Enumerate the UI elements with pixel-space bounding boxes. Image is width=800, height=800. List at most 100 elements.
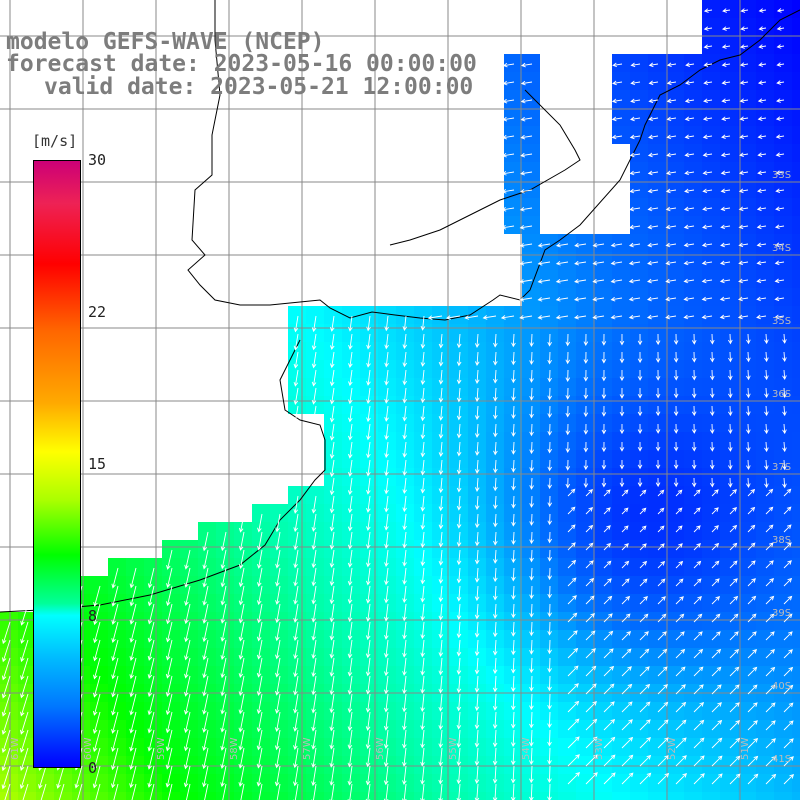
lat-label: 37S [772, 462, 791, 473]
wind-arrow [166, 585, 173, 607]
wind-arrow [537, 242, 551, 248]
wind-cell [162, 738, 180, 756]
wind-arrow [348, 405, 353, 423]
wind-arrow [574, 242, 587, 248]
wind-arrow [529, 621, 534, 637]
wind-arrow [492, 603, 498, 619]
wind-arrow [703, 62, 713, 67]
wind-arrow [464, 315, 479, 320]
wind-cell [0, 666, 18, 684]
wind-cell [648, 432, 666, 450]
wind-arrow [756, 296, 767, 302]
wind-arrow [665, 206, 677, 212]
wind-arrow [547, 387, 552, 401]
wind-cell [144, 630, 162, 648]
wind-arrow [585, 489, 593, 497]
wind-arrow [583, 441, 589, 453]
wind-cell [666, 594, 684, 612]
wind-cell [792, 270, 800, 288]
wind-cell [774, 666, 792, 684]
wind-arrow [438, 405, 444, 421]
wind-cell [666, 774, 684, 792]
wind-cell [738, 288, 756, 306]
wind-cell [360, 648, 378, 666]
wind-arrow [529, 549, 534, 563]
wind-cell [576, 342, 594, 360]
wind-cell [198, 738, 216, 756]
wind-arrow [547, 369, 552, 383]
colorbar-tick-22: 22 [88, 303, 107, 321]
wind-arrow [438, 711, 444, 730]
wind-cell [360, 504, 378, 522]
wind-arrow [657, 631, 667, 641]
wind-cell [702, 450, 720, 468]
wind-arrow [456, 441, 462, 457]
wind-cell [792, 414, 800, 432]
wind-arrow [637, 333, 643, 346]
wind-arrow [275, 621, 281, 642]
wind-arrow [420, 729, 425, 749]
wind-arrow [630, 80, 641, 86]
wind-cell [648, 774, 666, 792]
wind-arrow [657, 560, 666, 569]
wind-arrow [585, 718, 598, 731]
wind-arrow [547, 333, 552, 347]
wind-arrow [311, 495, 317, 514]
wind-cell [612, 504, 630, 522]
wind-cell [648, 486, 666, 504]
wind-arrow [329, 711, 335, 732]
wind-arrow [665, 242, 677, 248]
wind-arrow [493, 369, 498, 384]
wind-arrow [456, 657, 462, 675]
wind-cell [558, 306, 576, 324]
wind-cell [324, 666, 342, 684]
wind-arrow [348, 369, 353, 387]
wind-arrow [537, 315, 551, 320]
wind-cell [450, 558, 468, 576]
wind-arrow [293, 387, 299, 405]
wind-cell [504, 216, 522, 234]
wind-cell [576, 270, 594, 288]
wind-cell [630, 216, 648, 234]
wind-arrow [520, 98, 533, 104]
wind-cell [468, 450, 486, 468]
wind-arrow [639, 701, 651, 713]
wind-arrow [383, 693, 389, 713]
lat-label: 38S [772, 535, 791, 546]
wind-arrow [775, 134, 785, 139]
wind-cell [468, 306, 486, 324]
wind-arrow [673, 423, 679, 434]
wind-cell [594, 486, 612, 504]
wind-cell [702, 522, 720, 540]
wind-cell [324, 720, 342, 738]
wind-arrow [691, 405, 697, 417]
wind-arrow [383, 675, 389, 695]
wind-cell [306, 702, 324, 720]
wind-cell [702, 198, 720, 216]
wind-arrow [585, 542, 594, 551]
wind-arrow [238, 711, 245, 733]
wind-arrow [621, 648, 632, 659]
wind-cell [774, 72, 792, 90]
wind-cell [720, 792, 738, 800]
wind-arrow [547, 477, 553, 490]
wind-arrow [129, 567, 137, 589]
wind-cell [306, 594, 324, 612]
wind-arrow [702, 134, 713, 140]
wind-arrow [783, 595, 793, 605]
wind-cell [612, 234, 630, 252]
wind-cell [198, 630, 216, 648]
wind-cell [486, 702, 504, 720]
wind-arrow [567, 506, 576, 515]
wind-cell [702, 702, 720, 720]
wind-cell [630, 306, 648, 324]
wind-cell [306, 612, 324, 630]
wind-arrow [275, 567, 281, 587]
wind-cell [648, 612, 666, 630]
wind-arrow [438, 333, 444, 349]
wind-arrow [655, 459, 661, 470]
wind-cell [702, 378, 720, 396]
wind-cell [738, 486, 756, 504]
coastline-south-path [0, 339, 326, 613]
colorbar-tick-30: 30 [88, 151, 107, 169]
